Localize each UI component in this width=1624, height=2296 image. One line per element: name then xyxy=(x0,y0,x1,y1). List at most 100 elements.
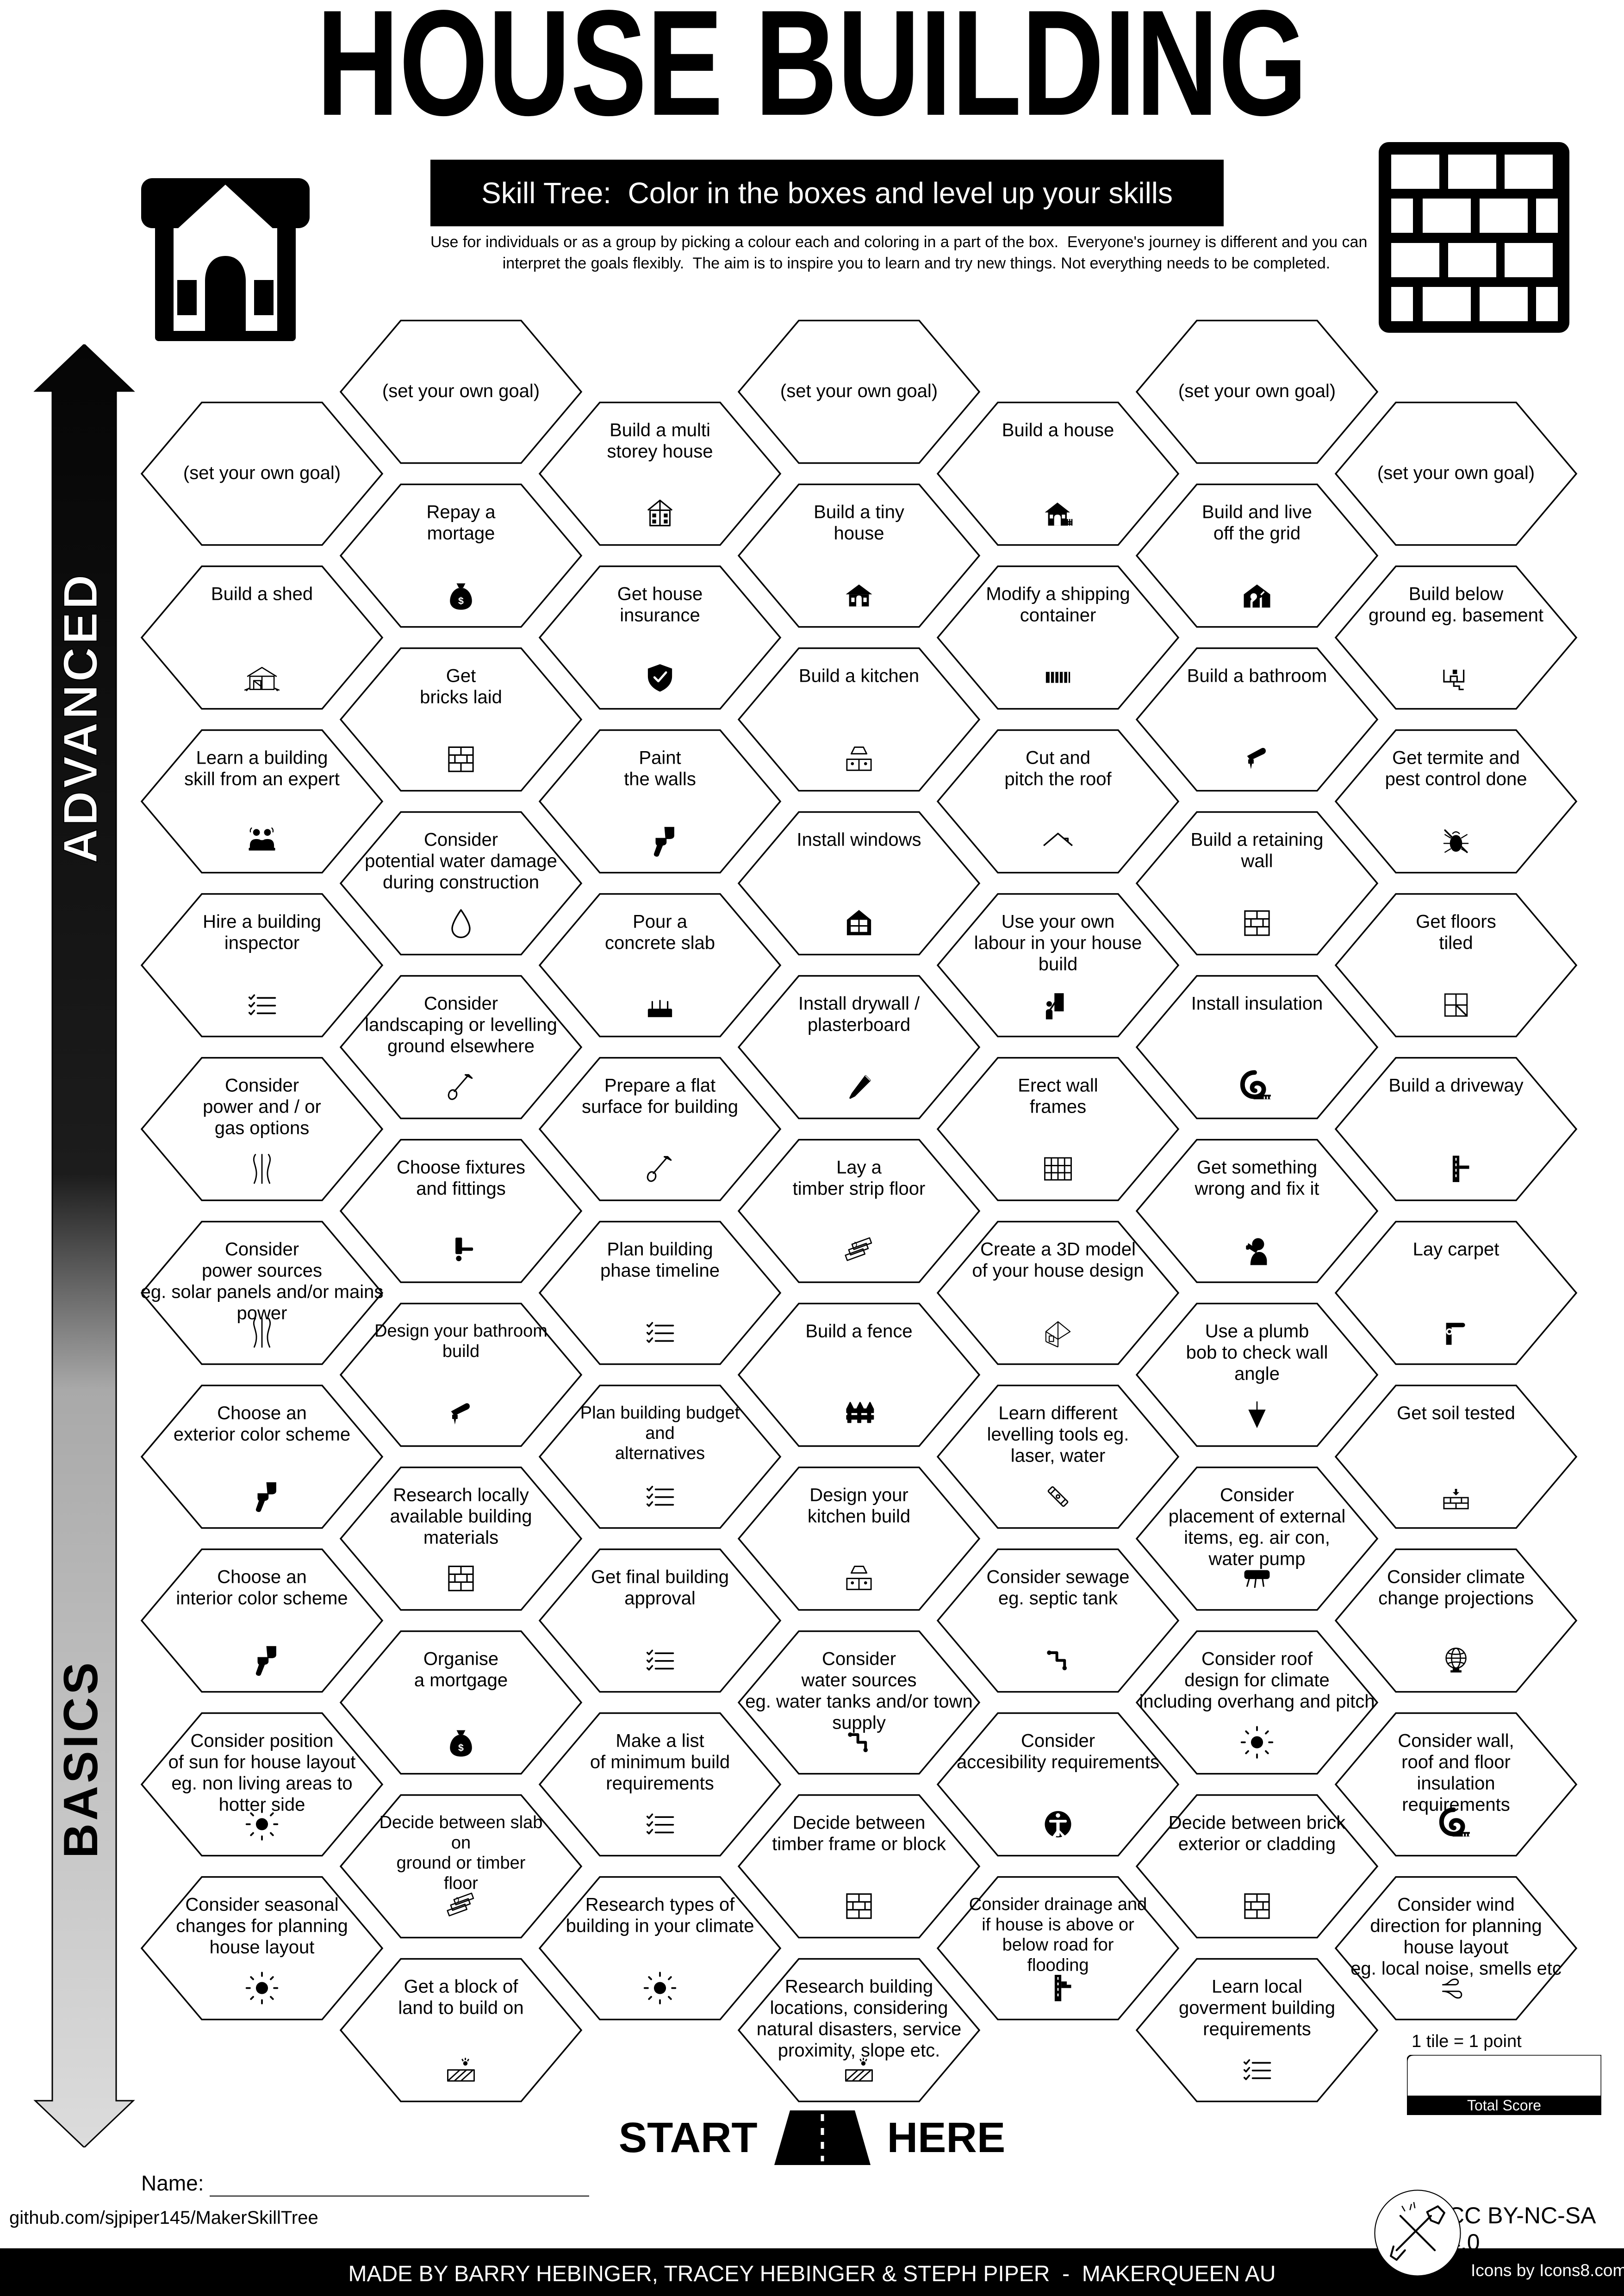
svg-text:Get a block of: Get a block of xyxy=(404,1977,519,1997)
svg-text:Get soil tested: Get soil tested xyxy=(1397,1403,1515,1424)
svg-text:a mortgage: a mortgage xyxy=(414,1670,508,1691)
svg-text:timber strip floor: timber strip floor xyxy=(793,1179,926,1199)
svg-text:timber frame or block: timber frame or block xyxy=(772,1834,946,1854)
svg-text:frames: frames xyxy=(1030,1097,1086,1117)
svg-text:requirements: requirements xyxy=(606,1773,714,1794)
svg-text:and: and xyxy=(645,1424,674,1443)
svg-text:Research locally: Research locally xyxy=(393,1485,529,1506)
svg-text:Lay carpet: Lay carpet xyxy=(1413,1239,1500,1260)
svg-text:Create a 3D model: Create a 3D model xyxy=(980,1239,1136,1260)
svg-text:$: $ xyxy=(458,1742,464,1754)
svg-text:Build a kitchen: Build a kitchen xyxy=(799,666,919,686)
svg-text:Get floors: Get floors xyxy=(1416,912,1496,932)
svg-text:house: house xyxy=(834,523,884,544)
svg-text:approval: approval xyxy=(624,1588,695,1609)
svg-text:floor: floor xyxy=(444,1874,478,1893)
svg-text:goverment building: goverment building xyxy=(1179,1998,1335,2018)
svg-text:Decide between slab: Decide between slab xyxy=(380,1813,543,1832)
svg-text:Get house: Get house xyxy=(617,584,703,604)
svg-text:placement of external: placement of external xyxy=(1169,1506,1345,1527)
svg-text:bricks laid: bricks laid xyxy=(420,687,502,708)
svg-text:Consider climate: Consider climate xyxy=(1387,1567,1525,1587)
svg-text:insurance: insurance xyxy=(620,605,700,626)
svg-text:Learn different: Learn different xyxy=(998,1403,1117,1424)
svg-text:Consider position: Consider position xyxy=(190,1731,333,1751)
svg-text:below road for: below road for xyxy=(1002,1935,1114,1955)
svg-text:Choose fixtures: Choose fixtures xyxy=(397,1157,525,1178)
svg-text:Decide between: Decide between xyxy=(793,1813,926,1833)
svg-text:Build a house: Build a house xyxy=(1002,420,1114,441)
svg-text:requirements: requirements xyxy=(1402,1795,1510,1815)
svg-text:proximity, slope etc.: proximity, slope etc. xyxy=(778,2041,940,2061)
svg-text:accesibility requirements: accesibility requirements xyxy=(957,1752,1159,1773)
svg-text:pest control done: pest control done xyxy=(1385,769,1527,790)
svg-text:Build and live: Build and live xyxy=(1202,502,1312,523)
svg-text:of minimum build: of minimum build xyxy=(590,1752,730,1773)
svg-text:Modify a shipping: Modify a shipping xyxy=(986,584,1130,604)
svg-text:supply: supply xyxy=(832,1713,886,1733)
svg-text:power sources: power sources xyxy=(202,1261,322,1281)
svg-text:mortage: mortage xyxy=(427,523,495,544)
svg-text:wall: wall xyxy=(1241,851,1273,871)
svg-text:natural disasters, service: natural disasters, service xyxy=(757,2019,961,2040)
svg-text:Build a fence: Build a fence xyxy=(805,1321,912,1342)
svg-text:kitchen build: kitchen build xyxy=(808,1506,910,1527)
svg-text:Choose an: Choose an xyxy=(217,1403,306,1424)
svg-text:if house is above or: if house is above or xyxy=(982,1915,1134,1935)
svg-text:(set your own goal): (set your own goal) xyxy=(1178,381,1336,401)
svg-text:insulation: insulation xyxy=(1417,1773,1495,1794)
svg-text:Build a retaining: Build a retaining xyxy=(1191,830,1324,850)
svg-text:Consider: Consider xyxy=(1220,1485,1294,1506)
svg-text:building in your climate: building in your climate xyxy=(566,1916,754,1936)
svg-text:pitch the roof: pitch the roof xyxy=(1004,769,1112,790)
svg-text:Paint: Paint xyxy=(639,748,681,768)
svg-text:skill from an expert: skill from an expert xyxy=(184,769,340,790)
svg-text:Consider: Consider xyxy=(225,1239,299,1260)
svg-text:Lay a: Lay a xyxy=(836,1157,882,1178)
svg-text:Build a shed: Build a shed xyxy=(211,584,313,604)
svg-text:on: on xyxy=(451,1833,471,1853)
svg-text:Erect wall: Erect wall xyxy=(1018,1076,1098,1096)
svg-text:Consider wall,: Consider wall, xyxy=(1398,1731,1514,1751)
svg-text:land to build on: land to build on xyxy=(398,1998,523,2018)
svg-text:Get: Get xyxy=(446,666,476,686)
svg-text:Consider wind: Consider wind xyxy=(1397,1895,1514,1915)
svg-text:Consider: Consider xyxy=(1021,1731,1095,1751)
svg-text:container: container xyxy=(1020,605,1096,626)
svg-text:Use a plumb: Use a plumb xyxy=(1205,1321,1309,1342)
svg-text:Consider roof: Consider roof xyxy=(1201,1649,1313,1669)
svg-text:levelling tools eg.: levelling tools eg. xyxy=(987,1425,1129,1445)
svg-text:water pump: water pump xyxy=(1208,1549,1306,1569)
svg-text:(set your own goal): (set your own goal) xyxy=(382,381,540,401)
svg-text:and fittings: and fittings xyxy=(416,1179,505,1199)
svg-text:Repay a: Repay a xyxy=(427,502,496,523)
svg-text:available building: available building xyxy=(390,1506,532,1527)
svg-text:phase timeline: phase timeline xyxy=(600,1261,720,1281)
svg-text:requirements: requirements xyxy=(1203,2019,1311,2040)
svg-text:build: build xyxy=(442,1342,479,1361)
svg-text:(set your own goal): (set your own goal) xyxy=(183,463,341,483)
svg-text:landscaping or levelling: landscaping or levelling xyxy=(365,1015,557,1035)
svg-text:bob to check wall: bob to check wall xyxy=(1186,1343,1328,1363)
svg-text:design for climate: design for climate xyxy=(1184,1670,1329,1691)
svg-text:gas options: gas options xyxy=(215,1118,310,1139)
svg-text:materials: materials xyxy=(423,1528,498,1548)
svg-text:ground or timber: ground or timber xyxy=(397,1854,526,1873)
svg-text:during construction: during construction xyxy=(383,872,539,893)
svg-text:storey house: storey house xyxy=(607,442,713,462)
svg-text:Plan building budget: Plan building budget xyxy=(580,1403,740,1423)
svg-text:inspector: inspector xyxy=(224,933,299,953)
svg-text:ground eg. basement: ground eg. basement xyxy=(1369,605,1543,626)
svg-text:Consider drainage and: Consider drainage and xyxy=(969,1895,1147,1914)
svg-text:(set your own goal): (set your own goal) xyxy=(1377,463,1535,483)
svg-text:build: build xyxy=(1039,954,1078,975)
svg-text:roof and floor: roof and floor xyxy=(1401,1752,1511,1773)
svg-text:potential water damage: potential water damage xyxy=(365,851,557,871)
svg-text:Get termite and: Get termite and xyxy=(1392,748,1520,768)
svg-text:Learn a building: Learn a building xyxy=(196,748,328,768)
svg-text:Get something: Get something xyxy=(1197,1157,1317,1178)
svg-text:eg. septic tank: eg. septic tank xyxy=(998,1588,1118,1609)
svg-text:eg. solar panels and/or mains: eg. solar panels and/or mains xyxy=(141,1282,384,1302)
svg-text:change projections: change projections xyxy=(1378,1588,1534,1609)
svg-text:power and / or: power and / or xyxy=(203,1097,321,1117)
